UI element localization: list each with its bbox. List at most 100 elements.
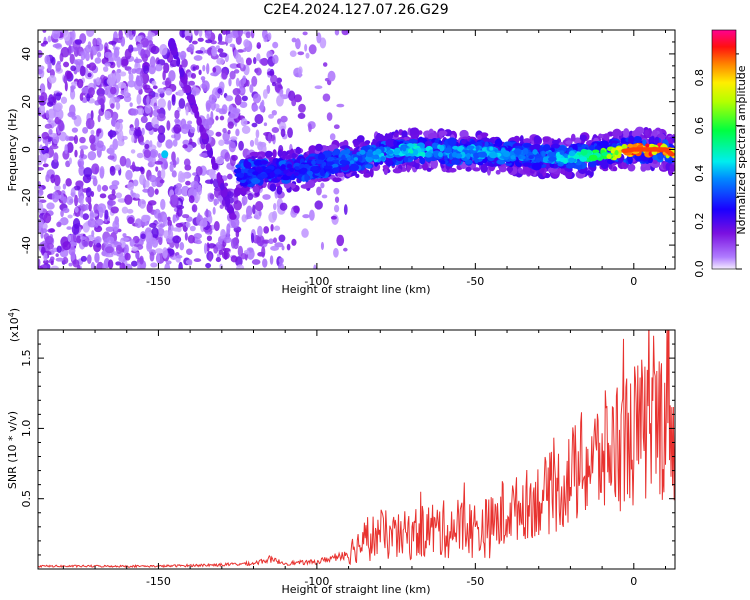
heatmap-cell <box>223 236 232 244</box>
heatmap-cell <box>401 130 408 139</box>
heatmap-cell <box>355 173 360 178</box>
heatmap-cell <box>369 167 374 178</box>
heatmap-cell <box>513 148 522 156</box>
heatmap-cell <box>152 85 158 90</box>
heatmap-cell <box>444 148 452 154</box>
heatmap-cell <box>270 224 274 232</box>
colorbar-label: Normalized spectral amplitude <box>735 65 748 234</box>
heatmap-cell <box>520 155 526 160</box>
heatmap-cell <box>106 236 115 244</box>
heatmap-cell <box>70 65 77 72</box>
heatmap-cell <box>185 221 191 228</box>
heatmap-cell <box>107 193 117 201</box>
heatmap-cell <box>167 99 172 111</box>
heatmap-cell <box>301 228 309 238</box>
heatmap-cell <box>562 158 568 164</box>
heatmap-cell <box>85 196 91 203</box>
heatmap-cell <box>176 157 180 165</box>
heatmap-cell <box>198 30 203 38</box>
heatmap-cell <box>122 135 128 140</box>
heatmap-cell <box>606 153 612 159</box>
heatmap-cell <box>532 149 538 155</box>
heatmap-cell <box>43 212 52 224</box>
heatmap-cell <box>371 155 379 160</box>
heatmap-cell <box>256 42 262 50</box>
heatmap-cell <box>216 57 225 65</box>
heatmap-cell <box>541 150 546 158</box>
heatmap-cell <box>668 152 675 157</box>
heatmap-cell <box>311 160 317 166</box>
heatmap-cell <box>210 110 214 121</box>
heatmap-cell <box>238 140 244 151</box>
heatmap-cell <box>302 31 308 36</box>
heatmap-cell <box>234 94 242 106</box>
heatmap-cell <box>346 148 351 155</box>
heatmap-cell <box>291 238 297 246</box>
heatmap-cell <box>62 256 69 265</box>
heatmap-cell <box>140 115 148 124</box>
heatmap-cell <box>236 264 245 269</box>
heatmap-cell <box>188 195 195 204</box>
heatmap-cell <box>203 242 208 254</box>
colorbar-tick-label: 0.0 <box>693 260 706 278</box>
heatmap-cell <box>181 214 190 219</box>
heatmap-cell <box>221 251 230 260</box>
heatmap-cell <box>161 150 169 159</box>
heatmap-cell <box>183 158 191 167</box>
heatmap-cell <box>233 200 242 211</box>
x-tick-label: -150 <box>146 275 171 288</box>
heatmap-cell <box>614 150 619 156</box>
heatmap-cell <box>628 135 635 144</box>
heatmap-cell <box>317 153 326 161</box>
heatmap-cell <box>205 39 213 44</box>
heatmap-cell <box>191 40 198 45</box>
heatmap-cell <box>263 226 270 234</box>
heatmap-cell <box>642 139 647 146</box>
heatmap-cell <box>125 169 133 181</box>
snr-multiplier: (x104) <box>7 308 21 342</box>
heatmap-cell <box>96 140 104 148</box>
heatmap-cell <box>574 154 580 160</box>
heatmap-cell <box>96 51 102 58</box>
heatmap-cell <box>205 208 209 218</box>
heatmap-cell <box>480 163 488 173</box>
heatmap-cell <box>44 123 53 129</box>
heatmap-cell <box>53 33 59 39</box>
heatmap-cell <box>230 238 236 249</box>
heatmap-cell <box>237 172 245 178</box>
colorbar-tick-label: 0.8 <box>693 69 706 87</box>
heatmap-cell <box>144 180 150 188</box>
heatmap-cell <box>136 93 142 105</box>
heatmap-cell <box>219 182 225 191</box>
heatmap-cell <box>375 148 382 155</box>
heatmap-cell <box>115 101 121 111</box>
heatmap-cell <box>406 164 411 173</box>
heatmap-cell <box>120 237 130 241</box>
heatmap-cell <box>211 46 218 57</box>
heatmap-cell <box>169 59 179 68</box>
heatmap-cell <box>465 166 472 172</box>
heatmap-cell <box>59 131 67 142</box>
heatmap-cell <box>600 160 609 170</box>
heatmap-cell <box>135 251 140 259</box>
heatmap-cell <box>88 202 92 212</box>
heatmap-cell <box>68 157 72 165</box>
heatmap-cell <box>117 82 127 89</box>
heatmap-cell <box>39 83 46 95</box>
heatmap-cell <box>198 69 202 76</box>
heatmap-cell <box>295 38 301 50</box>
heatmap-cell <box>95 77 101 86</box>
heatmap-cell <box>165 139 173 149</box>
heatmap-cell <box>123 85 129 97</box>
heatmap-cell <box>160 168 166 180</box>
heatmap-cell <box>88 62 97 71</box>
figure-title: C2E4.2024.127.07.26.G29 <box>263 2 448 18</box>
heatmap-cell <box>235 77 240 87</box>
heatmap-cell <box>528 155 534 160</box>
heatmap-cell <box>498 165 507 173</box>
heatmap-cell <box>175 182 183 189</box>
heatmap-cell <box>195 187 200 193</box>
heatmap-cell <box>46 242 54 250</box>
heatmap-cell <box>316 32 322 44</box>
heatmap-cell <box>393 140 398 146</box>
